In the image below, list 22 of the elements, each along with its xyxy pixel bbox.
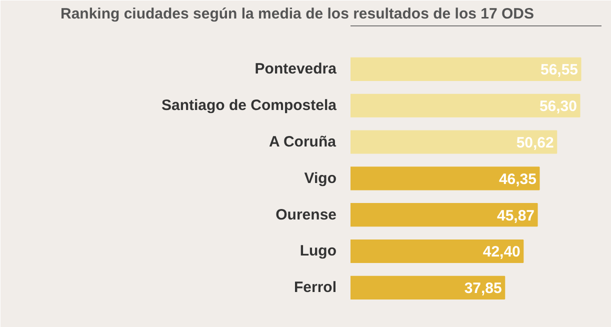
- data-label: 56,30: [539, 98, 578, 116]
- data-label: 42,40: [482, 244, 520, 261]
- bar: [350, 94, 580, 118]
- data-label: 50,62: [516, 134, 554, 152]
- data-label: 45,87: [496, 207, 535, 224]
- y-tick-label: Santiago de Compostela: [161, 97, 338, 114]
- y-tick-label: Pontevedra: [254, 60, 338, 78]
- bar: [350, 239, 524, 264]
- data-label: 37,85: [464, 280, 502, 298]
- y-tick-label: Ourense: [276, 206, 336, 224]
- bar: [350, 276, 506, 300]
- y-tick-label: Ferrol: [294, 279, 337, 296]
- bar: [350, 57, 582, 81]
- y-tick-label: Vigo: [304, 170, 337, 187]
- y-tick-label: Lugo: [300, 242, 337, 260]
- bar: [350, 203, 538, 227]
- bar: [350, 166, 540, 190]
- data-label: 46,35: [498, 170, 536, 188]
- bar: [350, 130, 558, 154]
- y-tick-label: A Coruña: [269, 134, 337, 151]
- data-label: 56,55: [540, 62, 578, 79]
- chart-title: Ranking ciudades según la media de los resultados de los 17 ODS: [60, 6, 534, 22]
